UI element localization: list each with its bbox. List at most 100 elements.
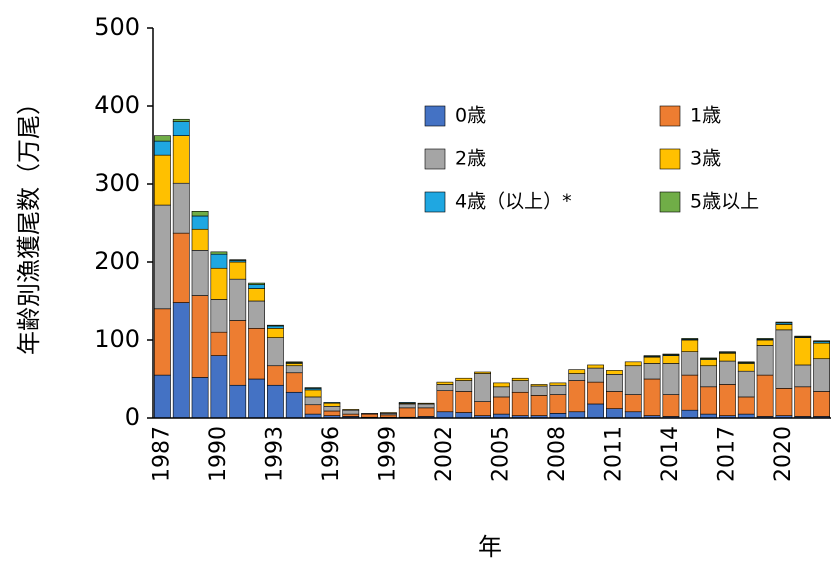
bar-segment [643,363,661,380]
bar-segment [606,370,623,375]
bar-segment [172,121,190,136]
bar-segment [285,391,303,419]
bar-segment [719,352,736,362]
bar-segment [606,408,623,419]
bar-segment [474,373,491,402]
bar-segment [210,251,228,255]
bar-segment [191,250,209,296]
bar-segment [304,404,322,415]
bar-segment [794,386,812,417]
bar-segment [154,374,171,419]
bar-segment [700,357,717,360]
bar-segment [417,407,435,417]
bar-segment [624,365,642,395]
bar-segment [775,324,793,331]
bar-segment [719,351,736,353]
bar-segment [737,396,755,415]
bar-segment [380,414,397,418]
y-tick-label: 0 [125,403,140,431]
bar-segment [248,300,265,329]
bar-segment [342,413,360,417]
y-axis-title: 年齢別漁獲尾数（万尾） [15,91,43,355]
bar-segment [493,382,510,388]
bar-segment [662,353,680,356]
bar-segment [154,135,171,142]
bar-segment [267,324,284,327]
bar-segment [172,232,190,303]
bar-segment [229,278,247,321]
legend-label: 1歳 [690,105,721,127]
legend-swatch [659,105,681,127]
bar-segment [436,384,454,391]
bar-segment [285,361,303,363]
bar-segment [361,413,378,415]
bar-segment [191,211,209,217]
bar-segment [267,365,284,386]
legend-swatch [659,191,681,213]
x-axis-title: 年 [478,533,502,561]
bar-segment [737,363,755,372]
bar-segment [210,267,228,300]
bar-segment [813,342,830,360]
bar-segment [549,394,567,414]
bar-segment [719,360,736,385]
legend-label: 3歳 [690,148,721,170]
bar-segment [662,355,680,364]
bar-segment [229,384,247,419]
bar-segment [813,391,830,417]
bar-segment [267,327,284,338]
bar-segment [700,359,717,367]
bar-segment [248,284,265,289]
x-tick-label: 2017 [714,426,739,482]
bar-segment [191,295,209,378]
bar-segment [172,182,190,234]
bar-segment [210,331,228,356]
y-tick-label: 100 [94,325,140,353]
x-tick-label: 1987 [149,426,174,482]
x-tick-label: 2020 [771,426,796,482]
x-tick-label: 1993 [262,426,287,482]
x-tick-label: 1996 [319,426,344,482]
bar-segment [756,338,774,340]
bar-segment [380,412,397,414]
bar-segment [530,385,548,396]
legend-swatch [424,105,446,127]
x-tick-label: 2002 [432,426,457,482]
bar-segment [417,402,435,405]
bar-segment [511,377,529,381]
bar-segment [681,339,699,352]
bar-segment [361,413,378,418]
bar-segment [643,378,661,416]
bar-segment [229,259,247,261]
y-tick-label: 300 [94,169,140,197]
legend-swatch [659,148,681,170]
bar-segment [662,394,680,417]
bar-segment [775,388,793,416]
bar-segment [210,299,228,333]
bar-segment [154,204,171,310]
bar-segment [606,391,623,409]
bar-segment [267,325,284,329]
bar-segment [681,338,699,340]
bar-segment [737,370,755,398]
bar-segment [587,364,604,369]
bar-segment [587,403,604,419]
bar-segment [493,396,510,415]
bar-segment [568,380,586,413]
bar-segment [172,302,190,419]
bar-segment [681,409,699,419]
bar-segment [474,401,491,416]
x-tick-label: 2014 [658,426,683,482]
bar-segment [323,402,341,407]
bar-segment [662,363,680,395]
bar-segment [700,386,717,415]
x-tick-label: 1999 [375,426,400,482]
bar-segment [191,377,209,419]
bar-segment [719,384,736,416]
bar-segment [493,386,510,398]
bar-segment [681,374,699,411]
legend-label: 2歳 [455,148,486,170]
bar-segment [455,377,473,381]
x-tick-label: 2008 [545,426,570,482]
legend-swatch [424,148,446,170]
